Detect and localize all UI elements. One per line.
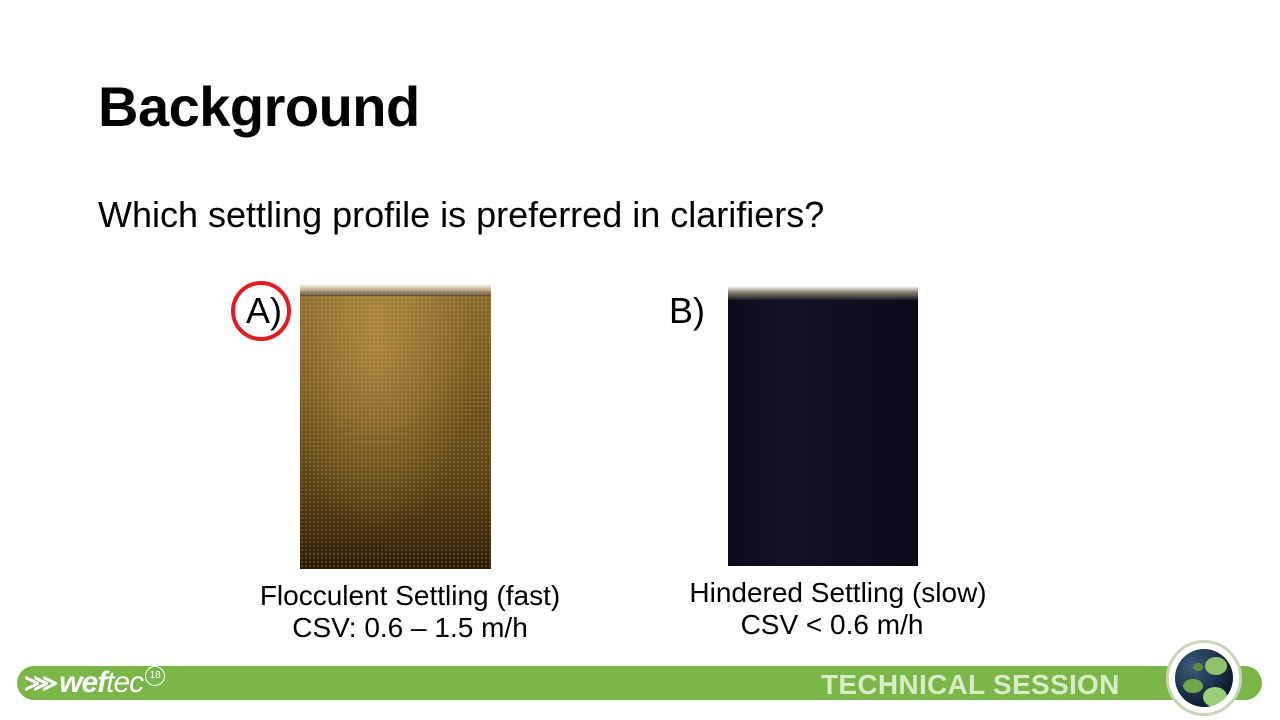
flocculent-settling-photo	[300, 284, 491, 569]
weftec-chevron-icon: ⋙	[24, 669, 58, 697]
slide-question: Which settling profile is preferred in c…	[98, 194, 825, 235]
logo-text-bold: wef	[59, 666, 107, 699]
option-a-label: A)	[246, 290, 282, 331]
selected-answer-circle	[231, 281, 291, 341]
option-a-caption-csv: CSV: 0.6 – 1.5 m/h	[292, 612, 528, 643]
option-b-caption-title: Hindered Settling (slow)	[689, 577, 987, 608]
option-a-caption: Flocculent Settling (fast) CSV: 0.6 – 1.…	[232, 580, 588, 644]
lily-pad-badge-icon	[1166, 640, 1242, 716]
option-b-label: B)	[669, 290, 705, 331]
footer-bar	[17, 666, 1262, 700]
technical-session-label: TECHNICAL SESSION	[821, 669, 1120, 700]
slide-title: Background	[98, 75, 420, 138]
weftec-logo: ⋙ wef tec 18	[24, 666, 166, 699]
logo-text-light: tec	[106, 666, 144, 699]
option-a-caption-title: Flocculent Settling (fast)	[259, 580, 561, 611]
logo-year-badge: 18	[145, 666, 166, 686]
option-b-caption: Hindered Settling (slow) CSV < 0.6 m/h	[660, 577, 1016, 641]
option-b-caption-csv: CSV < 0.6 m/h	[740, 609, 924, 640]
hindered-settling-photo	[728, 286, 918, 566]
